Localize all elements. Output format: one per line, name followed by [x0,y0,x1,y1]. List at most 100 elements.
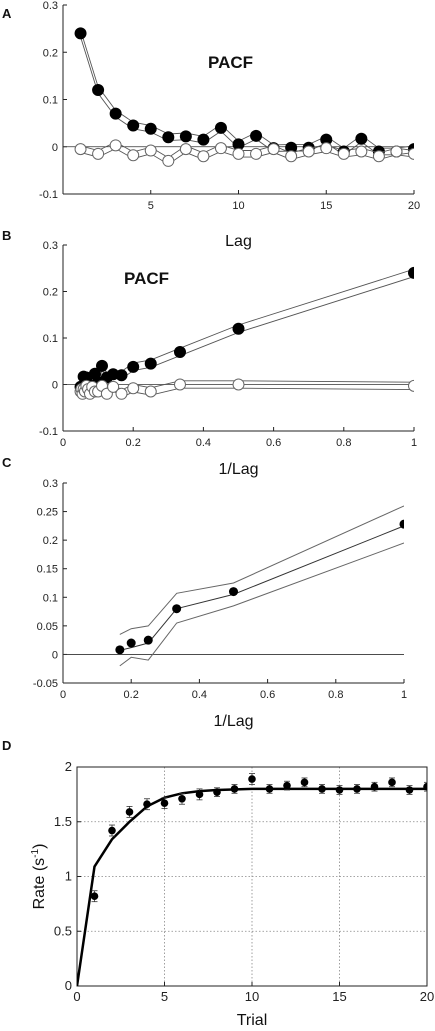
panel-a-series-2-point [74,143,87,156]
panel-d-point [230,785,239,793]
panel-c-x-tick-label: 1 [401,689,407,701]
panel-d-y-tick-label: 1.5 [54,814,72,829]
panel-b-series-2-point [232,378,245,391]
panel-d-plot-area [77,773,427,986]
panel-a-series-2-point [92,147,105,160]
panel-c-point [229,587,238,597]
panel-c-y-tick-label: 0.25 [37,507,58,519]
panel-c-x-label: 1/Lag [213,713,253,730]
panel-c-x-tick-label: 0.4 [192,689,207,701]
panel-d-point [143,800,151,809]
panel-d-x-tick-label: 20 [420,989,434,1004]
panel-d-x-tick-label: 15 [332,989,346,1004]
panel-b-annotation: PACF [124,269,169,288]
panel-b-x-label: 1/Lag [218,461,258,478]
panel-c-point [115,645,125,655]
panel-c-y-tick-label: 0.15 [37,564,58,576]
panel-b-letter: B [2,228,11,243]
panel-c-y-tick-label: 0.05 [37,621,58,633]
panel-c-point [399,519,404,529]
panel-d-point [318,785,326,793]
panel-a-series-2-point [285,150,298,163]
panel-a-plot-area [74,27,414,167]
panel-a-series-1-point [355,132,368,145]
panel-d-point [90,892,99,901]
panel-b-x-tick-label: 1 [411,437,417,449]
panel-b-series-1-point [144,357,157,370]
panel-c-band-upper [119,505,404,635]
panel-a-series-1-point [127,119,140,132]
panel-a-series-1-point [144,122,157,135]
panel-b-x-tick-label: 0.8 [336,437,351,449]
panel-d-point [423,782,427,791]
panel-d-letter: D [2,738,11,753]
panel-d-point [353,785,361,793]
panel-d-x-tick-label: 0 [73,989,80,1004]
panel-a-series-2-point [144,144,157,157]
panel-c-point [143,635,153,645]
panel-d-y-tick-label: 0 [65,978,72,993]
panel-b-series-2-point [107,380,120,393]
panel-c-x-tick-label: 0 [60,689,66,701]
panel-d-y-tick-label: 2 [65,759,72,774]
panel-c-x-tick-label: 0.6 [260,689,275,701]
panel-a-series-2-point [232,147,245,160]
panel-a-series-2-point [390,145,403,158]
panel-a-x-tick-label: 15 [320,200,332,212]
panel-a-series-2-point [127,149,140,162]
panel-d-y-tick-label: 1 [65,869,72,884]
panel-a-series-1-point [250,129,263,142]
panel-a-y-tick-label: 0.3 [43,0,58,12]
panel-a-x-label: Lag [225,233,252,250]
panel-c-letter: C [2,455,12,470]
panel-a-series-2-point [372,150,385,163]
panel-b-plot-area [74,266,414,400]
panel-d-y-label-sup: -1 [30,848,41,857]
panel-c-y-tick-label: 0.2 [43,535,58,547]
panel-b-series-2-point [115,387,128,400]
panel-a-series-1-point [92,84,105,97]
panel-d-point [388,778,396,787]
panel-d-x-tick-label: 5 [161,989,168,1004]
panel-a-series-1-point [109,107,122,120]
panel-a-series-2-point [408,147,414,160]
panel-a-series-2-point [337,147,350,160]
panel-c-y-tick-label: 0.3 [43,478,58,490]
panel-a-series-2-point [355,145,368,158]
panel-d-point [213,788,221,796]
panel-b-y-tick-label: 0.3 [43,240,58,252]
panel-a-series-1-point [197,133,210,146]
panel-d-point [370,782,379,791]
panel-b-series-2-point [144,385,157,398]
panel-c-point [126,638,136,648]
panel-d-y-label-end: ) [31,844,48,849]
panel-b-x-tick-label: 0.6 [266,437,281,449]
panel-b-series-1-point [115,369,128,382]
panel-b-series-2-point [408,379,414,392]
panel-a-series-2-point [320,142,333,155]
panel-a-series-2-point [302,145,315,158]
panel-a-y-tick-label: 0.2 [43,47,58,59]
panel-a-series-1-point [179,130,192,143]
panel-c-y-tick-label: -0.05 [33,678,58,690]
panel-b-x-tick-label: 0 [60,437,66,449]
panel-a-y-tick-label: 0 [52,142,58,154]
panel-a-series-2-point [109,139,122,152]
panel-a-annotation: PACF [208,53,253,72]
panel-b-series-1-point [408,266,414,279]
panel-d-point [178,794,186,803]
panel-a-series-2-point [197,150,210,163]
panel-d-point [108,826,116,835]
panel-a-x-tick-label: 5 [148,200,154,212]
panel-d-y-label-main: Rate (s [31,858,48,910]
panel-b-series-2-point [173,378,186,391]
panel-c-y-tick-label: 0.1 [43,592,58,604]
panel-a-series-1-point [74,27,87,40]
panel-a-series-2-point [214,142,227,155]
panel-c-fit-line [119,525,404,651]
panel-d-x-tick-label: 10 [245,989,259,1004]
panel-a-x-tick-label: 10 [232,200,244,212]
panel-b-series-2-point [127,382,140,395]
panel-a-y-tick-label: -0.1 [39,189,58,201]
